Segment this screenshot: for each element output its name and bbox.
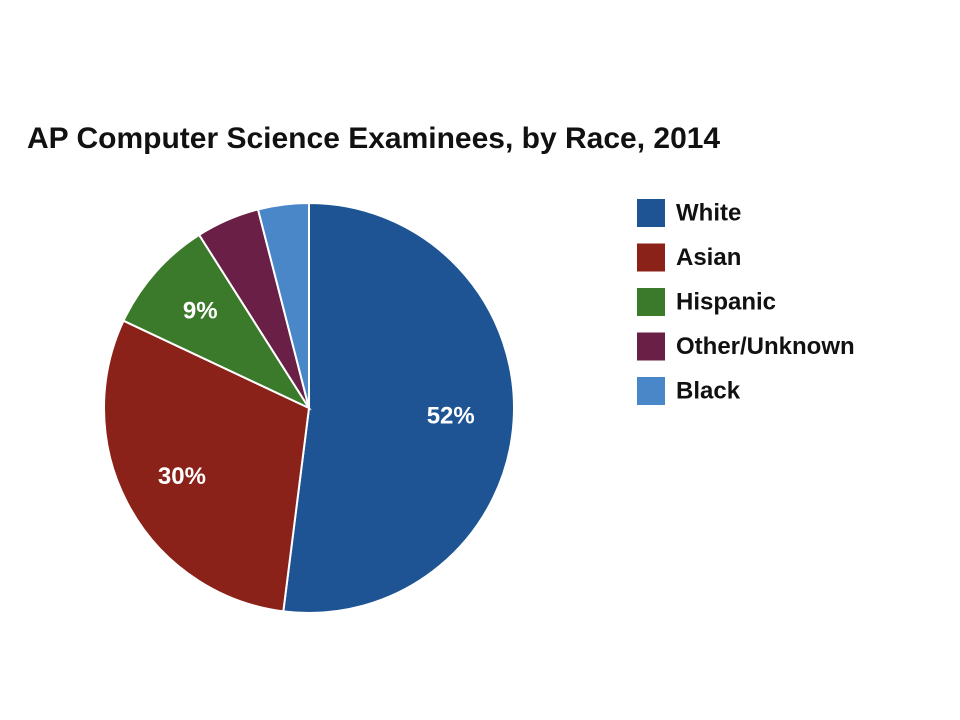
legend-swatch	[637, 243, 665, 272]
legend-label: Other/Unknown	[676, 333, 855, 360]
data-label: 52%	[427, 402, 475, 429]
legend-label: Hispanic	[676, 288, 776, 315]
legend-swatch	[637, 288, 665, 316]
data-label: 9%	[183, 297, 218, 324]
data-label: 30%	[158, 463, 206, 490]
pie-slice	[256, 201, 310, 409]
legend-swatch	[637, 377, 665, 405]
legend-swatch	[637, 199, 665, 227]
legend-label: Black	[676, 377, 741, 404]
legend-swatch	[637, 332, 665, 361]
legend-label: Asian	[676, 244, 741, 271]
pie-slice	[122, 233, 312, 411]
chart-title: AP Computer Science Examinees, by Race, …	[27, 122, 720, 155]
pie-slice	[103, 319, 311, 613]
pie-slice	[282, 201, 515, 614]
legend-label: White	[676, 199, 741, 226]
